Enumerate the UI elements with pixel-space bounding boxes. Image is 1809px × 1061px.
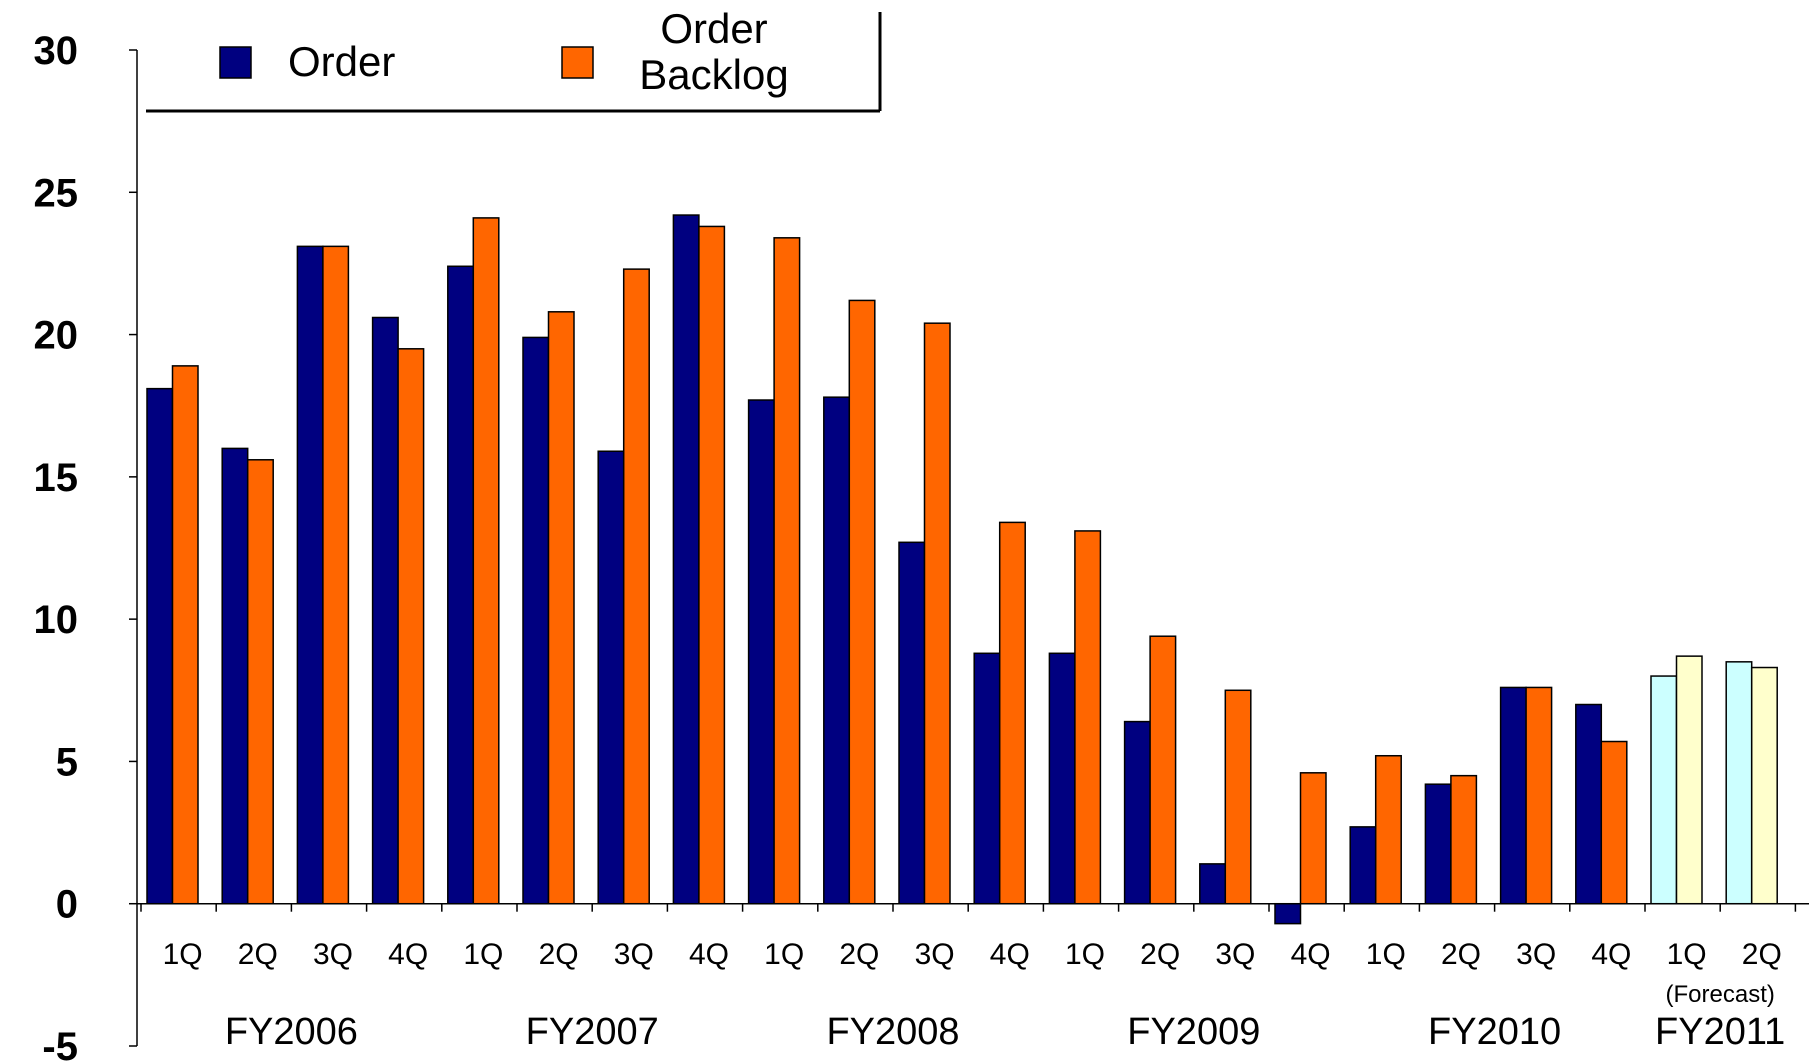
backlog-bar-forecast — [1675, 655, 1703, 905]
quarter-label: 3Q — [614, 938, 654, 971]
backlog-bar — [472, 217, 500, 905]
y-tick-label: -5 — [42, 1025, 78, 1061]
y-axis: 30 25 20 15 10 5 0 -5 — [34, 29, 138, 1061]
legend-backlog-label-line2: Backlog — [639, 51, 788, 98]
backlog-bar — [848, 299, 876, 905]
backlog-bar-forecast — [1750, 666, 1778, 905]
quarter-label: 1Q — [463, 938, 503, 971]
quarter-label: 1Q — [764, 938, 804, 971]
backlog-bar — [998, 521, 1026, 905]
legend-backlog-label-line1: Order — [660, 5, 767, 52]
quarter-label: 3Q — [1215, 938, 1255, 971]
order-bar — [1575, 703, 1603, 905]
order-bar — [973, 652, 1001, 905]
quarter-label: 2Q — [238, 938, 278, 971]
fiscal-year-label: FY2011 — [1655, 1011, 1785, 1053]
backlog-bar — [1374, 754, 1402, 905]
order-bar — [672, 214, 700, 905]
order-bar — [221, 447, 249, 905]
quarter-label: 4Q — [1291, 938, 1331, 971]
order-bar — [1349, 826, 1377, 905]
order-bar-forecast — [1650, 675, 1678, 905]
quarter-label: 2Q — [1441, 938, 1481, 971]
order-bar — [747, 399, 775, 905]
order-bar-forecast — [1725, 661, 1753, 905]
y-tick-label: 10 — [34, 598, 79, 642]
legend-backlog-swatch — [561, 46, 594, 79]
quarter-label: 2Q — [1742, 938, 1782, 971]
quarter-label: 3Q — [313, 938, 353, 971]
quarter-label: 4Q — [990, 938, 1030, 971]
y-tick-label: 30 — [34, 29, 79, 73]
backlog-bar — [397, 348, 425, 905]
backlog-bar — [171, 365, 199, 905]
bars — [146, 214, 1778, 925]
quarter-label: 2Q — [1140, 938, 1180, 971]
backlog-bar — [547, 311, 575, 905]
backlog-bar — [698, 225, 726, 905]
y-tick-label: 5 — [56, 740, 78, 784]
backlog-bar — [1600, 740, 1628, 905]
fiscal-year-label: FY2009 — [1127, 1011, 1260, 1053]
quarter-label: 4Q — [388, 938, 428, 971]
order-bar — [1048, 652, 1076, 905]
order-bar — [1123, 720, 1151, 905]
quarter-label: 2Q — [839, 938, 879, 971]
quarter-label: 2Q — [539, 938, 579, 971]
legend: Order Order Backlog — [146, 5, 882, 113]
quarter-label: 1Q — [1065, 938, 1105, 971]
order-bar — [1274, 902, 1302, 925]
quarter-label: 1Q — [163, 938, 203, 971]
quarter-label: 1Q — [1667, 938, 1707, 971]
order-bar — [1424, 783, 1452, 905]
quarter-label: 3Q — [1516, 938, 1556, 971]
fiscal-year-label: FY2010 — [1428, 1011, 1561, 1053]
backlog-bar — [773, 237, 801, 905]
fiscal-year-label: FY2007 — [526, 1011, 659, 1053]
order-bar — [447, 265, 475, 905]
order-bar — [823, 396, 851, 905]
y-tick-label: 25 — [34, 171, 79, 215]
backlog-bar — [1074, 530, 1102, 905]
legend-order-label: Order — [288, 38, 395, 85]
backlog-bar — [322, 245, 350, 905]
order-bar — [1199, 863, 1227, 905]
backlog-bar — [923, 322, 951, 905]
y-tick-label: 0 — [56, 883, 78, 927]
order-bar — [371, 316, 399, 905]
forecast-note: (Forecast) — [1666, 981, 1775, 1008]
backlog-bar — [1450, 774, 1478, 905]
backlog-bar — [1224, 689, 1252, 905]
y-tick-label: 15 — [34, 456, 79, 500]
order-bar — [597, 450, 625, 905]
fiscal-year-label: FY2008 — [826, 1011, 959, 1053]
order-bar — [146, 387, 174, 905]
quarter-label: 4Q — [689, 938, 729, 971]
quarter-label: 4Q — [1591, 938, 1631, 971]
x-axis: 1Q 2Q 3Q 4Q 1Q 2Q 3Q 4Q 1Q 2Q 3Q 4Q 1Q 2Q 3Q 4Q 1Q 2Q 3Q 4Q… — [137, 902, 1809, 1053]
order-bar — [1499, 686, 1527, 905]
quarter-label: 1Q — [1366, 938, 1406, 971]
fiscal-year-label: FY2006 — [225, 1011, 358, 1053]
order-bar — [522, 336, 550, 905]
order-bar — [898, 541, 926, 905]
quarter-label: 3Q — [915, 938, 955, 971]
y-tick-label: 20 — [34, 314, 79, 358]
backlog-bar — [246, 459, 274, 905]
backlog-bar — [1149, 635, 1177, 905]
legend-order-swatch — [219, 46, 252, 79]
backlog-bar — [1299, 772, 1327, 905]
backlog-bar — [622, 268, 650, 905]
backlog-bar — [1525, 686, 1553, 905]
order-bar — [296, 245, 324, 905]
